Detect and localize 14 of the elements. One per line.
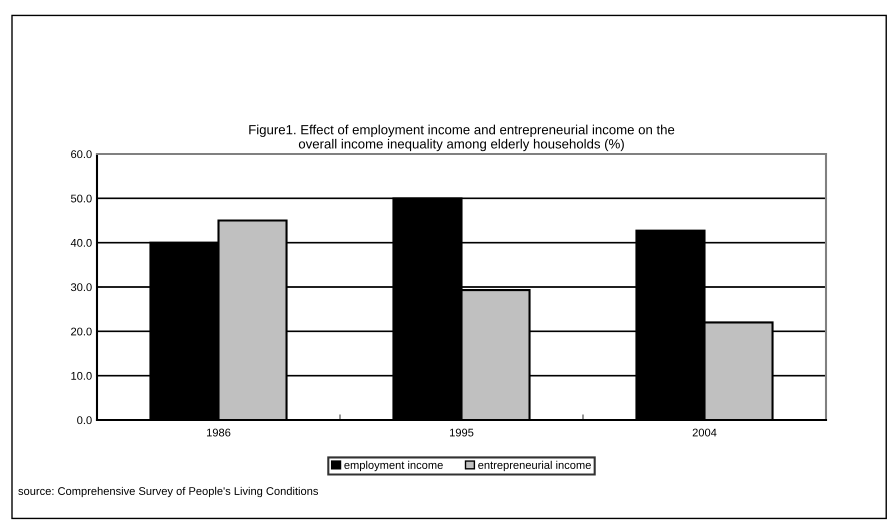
- legend-label: employment income: [344, 460, 443, 472]
- y-tick-label: 10.0: [71, 372, 92, 380]
- y-tick-label: 50.0: [70, 194, 92, 202]
- legend-label: entrepreneurial income: [478, 460, 591, 472]
- source-note: source: Comprehensive Survey of People's Living Conditions: [18, 486, 318, 498]
- y-tick-label: 60.0: [71, 150, 92, 158]
- y-tick-label: 20.0: [71, 328, 92, 336]
- y-tick-label: 0.0: [77, 416, 92, 424]
- x-tick-label: 1986: [206, 428, 230, 436]
- y-tick-label: 30.0: [70, 283, 92, 292]
- x-tick-label: 2004: [692, 428, 717, 436]
- x-tick-label: 1995: [450, 428, 474, 436]
- y-tick-label: 40.0: [70, 238, 92, 247]
- chart-title: Figure1. Effect of employment income and entrepreneurial income on the overall income inequality among elderly households (%): [249, 124, 674, 152]
